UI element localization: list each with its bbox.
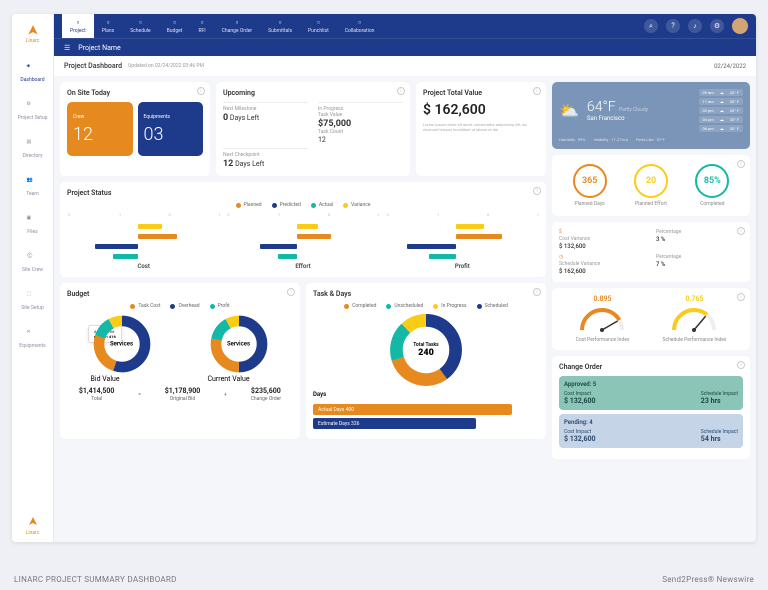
topnav-collaboration[interactable]: ▫Collaboration [337,14,383,38]
topnav-punchlist[interactable]: ▫Punchlist [300,14,337,38]
sidebar: Linarc ◈Dashboard⚙Project Setup▤Director… [12,14,54,542]
gauge: 0.765Schedule Performance Index [663,295,727,343]
topnav-change-order[interactable]: ▫Change Order [214,14,260,38]
stat-completed: 85%Completed [695,164,729,207]
project-subheader: ☰Project Name [54,38,756,56]
chart-effort: -2-101Effort [226,212,379,270]
sidebar-brand-footer: Linarc [26,510,40,542]
performance-index-card: i 0.895Cost Performance Index 0.765Schedu… [552,288,750,350]
gauge: 0.895Cost Performance Index [576,295,630,343]
weather-card: ⛅ 64°F Partly Cloudy San Francisco 09 am… [552,82,750,149]
info-icon[interactable]: i [197,87,205,95]
sidenav-files[interactable]: ▣Files [18,206,48,244]
info-icon[interactable]: i [533,87,541,95]
change-order-card: i Change Order Approved: 5 Cost Impact$ … [552,356,750,459]
sidenav-project-setup[interactable]: ⚙Project Setup [18,92,48,130]
sidenav-directory[interactable]: ▤Directory [18,130,48,168]
days-bar: Estimate Days 326 [313,418,476,429]
brand-logo: Linarc [16,18,50,50]
info-icon[interactable]: i [737,361,745,369]
upcoming-card: i Upcoming Next Milestone0 Days Left In … [216,82,410,176]
dashboard-header: Project Dashboard Updated on 02/24/2022 … [54,56,756,76]
budget-card: i Budget Task CostOverheadProfit Access … [60,283,300,439]
topnav-project[interactable]: ▫Project [62,14,94,38]
topbar: ▫Project▫Plans▫Schedule▫Budget▫RFI▫Chang… [54,14,756,38]
search-icon[interactable]: ⌕ [644,19,658,33]
info-icon[interactable]: i [397,87,405,95]
topnav-schedule[interactable]: ▫Schedule [122,14,158,38]
gear-icon[interactable]: ⚙ [710,19,724,33]
topnav-budget[interactable]: ▫Budget [159,14,191,38]
topnav-plans[interactable]: ▫Plans [94,14,122,38]
info-icon[interactable]: i [737,227,745,235]
sidenav-site-setup[interactable]: ⬚Site Setup [18,282,48,320]
image-caption: LINARC PROJECT SUMMARY DASHBOARDSend2Pre… [14,575,754,584]
chart-profit: -2-101Profit [386,212,539,270]
onsite-tile-equipments: Equipments03 [138,102,204,156]
info-icon[interactable]: i [287,288,295,296]
help-icon[interactable]: ? [666,19,680,33]
bell-icon[interactable]: ♪ [688,19,702,33]
stat-planned-days: 365Planned Days [573,164,607,207]
page-title: Project Dashboard [64,62,122,70]
info-icon[interactable]: i [737,293,745,301]
project-status-card: i Project Status PlannedPredictedActualV… [60,182,546,277]
avatar[interactable] [732,18,748,34]
date-picker[interactable]: 02/24/2022 [714,63,746,70]
sidenav-equipments[interactable]: ✕Equipments [18,320,48,358]
stat-planned-effort: 20Planned Effort [634,164,668,207]
sidenav-dashboard[interactable]: ◈Dashboard [18,54,48,92]
summary-circles-card: i 365Planned Days 20Planned Effort 85%Comp… [552,155,750,216]
days-bar: Actual Days 400 [313,404,512,415]
info-icon[interactable]: i [737,160,745,168]
chart-cost: -2-101Cost [67,212,220,270]
info-icon[interactable]: i [533,187,541,195]
variance-card: i $ Cost Variance$ 132,600Percentage3 %◷… [552,222,750,282]
topnav-rfi[interactable]: ▫RFI [190,14,213,38]
onsite-card: i On Site Today Crew12Equipments03 [60,82,210,176]
onsite-tile-crew: Crew12 [67,102,133,156]
info-icon[interactable]: i [533,288,541,296]
task-days-card: i Task & Days CompletedUnscheduledIn Pro… [306,283,546,439]
topnav-submittals[interactable]: ▫Submittals [260,14,300,38]
sidenav-site-crew[interactable]: ⛑Site Crew [18,244,48,282]
project-total-value-card: i Project Total Value $ 162,600 Lorem ip… [416,82,546,176]
sidenav-team[interactable]: 👥Team [18,168,48,206]
